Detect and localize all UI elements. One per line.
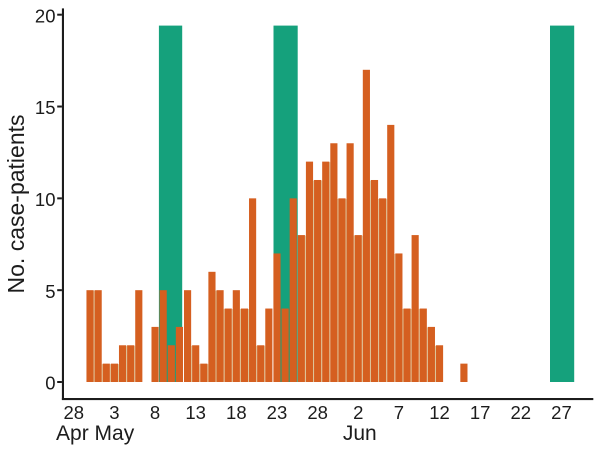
svg-text:May: May xyxy=(95,422,135,445)
svg-text:27: 27 xyxy=(551,402,572,423)
svg-text:2: 2 xyxy=(353,402,363,423)
svg-text:18: 18 xyxy=(226,402,247,423)
svg-text:5: 5 xyxy=(45,281,55,302)
svg-text:7: 7 xyxy=(394,402,404,423)
svg-text:20: 20 xyxy=(35,5,56,26)
svg-text:13: 13 xyxy=(185,402,206,423)
svg-text:0: 0 xyxy=(45,373,55,394)
svg-text:28: 28 xyxy=(63,402,84,423)
svg-text:22: 22 xyxy=(511,402,532,423)
svg-text:Apr: Apr xyxy=(56,422,89,445)
svg-text:8: 8 xyxy=(150,402,160,423)
svg-text:10: 10 xyxy=(35,189,56,210)
svg-text:17: 17 xyxy=(470,402,491,423)
svg-text:23: 23 xyxy=(267,402,288,423)
svg-text:No. case-patients: No. case-patients xyxy=(3,115,29,294)
svg-text:15: 15 xyxy=(35,97,56,118)
svg-text:12: 12 xyxy=(429,402,450,423)
svg-text:3: 3 xyxy=(109,402,119,423)
svg-text:28: 28 xyxy=(307,402,328,423)
svg-text:Jun: Jun xyxy=(343,422,377,445)
